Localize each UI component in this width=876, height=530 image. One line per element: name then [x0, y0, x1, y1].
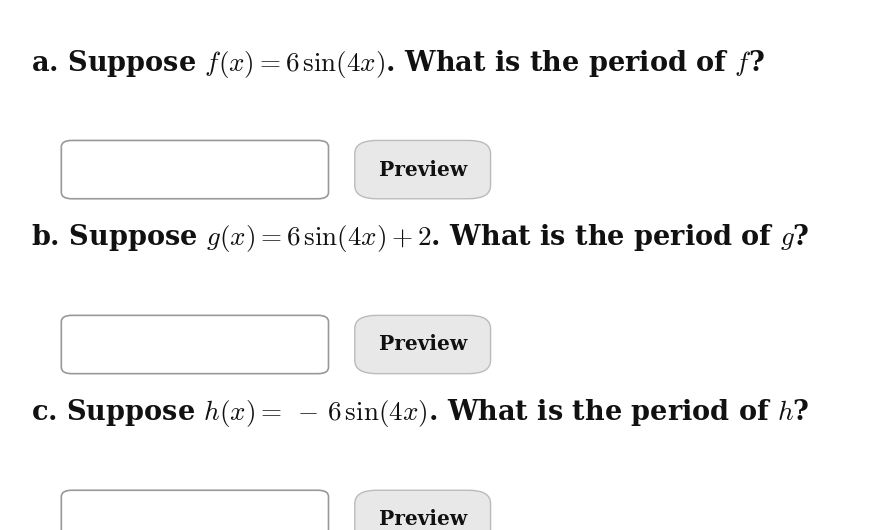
Text: b. Suppose $g(x) = 6\,\sin(4x) + 2$. What is the period of $g$?: b. Suppose $g(x) = 6\,\sin(4x) + 2$. Wha…	[31, 223, 809, 254]
FancyBboxPatch shape	[61, 490, 328, 530]
Text: Preview: Preview	[378, 509, 467, 529]
FancyBboxPatch shape	[61, 140, 328, 199]
FancyBboxPatch shape	[355, 140, 491, 199]
FancyBboxPatch shape	[61, 315, 328, 374]
Text: Preview: Preview	[378, 334, 467, 355]
Text: a. Suppose $f(x) = 6\,\sin(4x)$. What is the period of $f$?: a. Suppose $f(x) = 6\,\sin(4x)$. What is…	[31, 48, 765, 80]
FancyBboxPatch shape	[355, 315, 491, 374]
Text: Preview: Preview	[378, 160, 467, 180]
FancyBboxPatch shape	[355, 490, 491, 530]
Text: c. Suppose $h(x) = \;-\,6\,\sin(4x)$. What is the period of $h$?: c. Suppose $h(x) = \;-\,6\,\sin(4x)$. Wh…	[31, 398, 809, 429]
